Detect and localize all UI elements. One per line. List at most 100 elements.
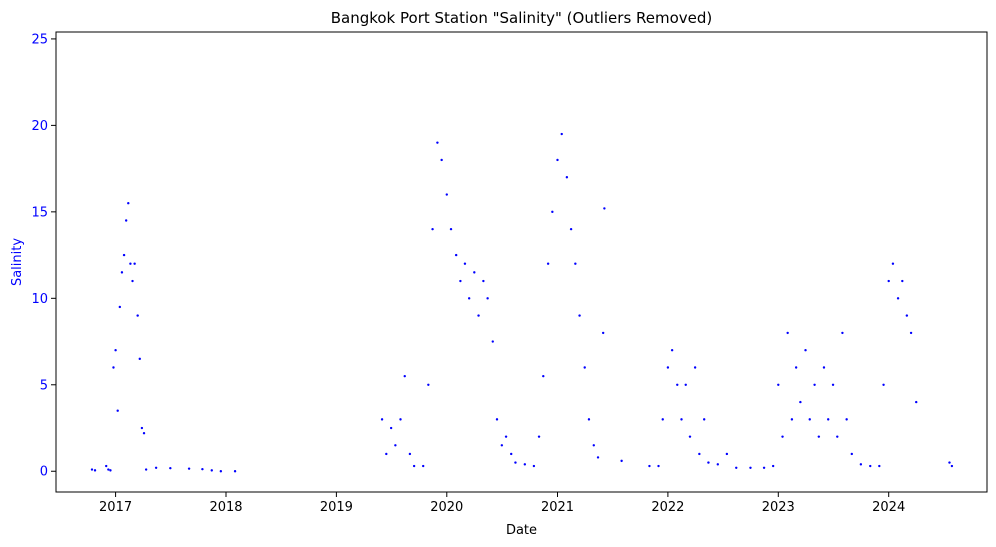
x-tick-label: 2018 — [209, 500, 242, 515]
data-point — [408, 452, 412, 456]
data-point — [707, 461, 710, 464]
data-point — [427, 383, 430, 386]
data-point — [116, 409, 119, 412]
data-point — [845, 418, 848, 421]
data-point — [822, 366, 826, 369]
data-point — [114, 349, 117, 352]
data-point — [693, 366, 697, 369]
data-point — [486, 297, 489, 300]
data-point — [887, 279, 890, 283]
data-point — [532, 464, 536, 468]
data-point — [670, 349, 674, 352]
x-axis: 2017 2018 2019 2020 2021 2022 2023 2024 — [99, 492, 905, 515]
data-point — [915, 400, 918, 404]
data-point — [482, 279, 485, 283]
data-point — [138, 357, 141, 361]
data-point — [412, 464, 416, 468]
data-point — [661, 418, 664, 421]
data-point — [680, 418, 683, 421]
data-point — [950, 464, 954, 468]
data-point — [565, 176, 569, 179]
data-point — [105, 464, 108, 468]
data-point — [233, 470, 237, 473]
x-tick-label: 2021 — [541, 500, 574, 515]
data-point — [905, 314, 909, 317]
x-tick-label: 2024 — [872, 500, 905, 515]
chart-title: Bangkok Port Station "Salinity" (Outlier… — [331, 9, 713, 27]
data-point — [688, 435, 692, 438]
data-point — [136, 314, 139, 317]
data-point — [403, 374, 406, 378]
data-point — [836, 435, 839, 438]
data-point — [459, 279, 462, 283]
data-point — [445, 193, 448, 196]
data-point — [901, 279, 904, 283]
data-point — [648, 464, 651, 468]
data-point — [187, 467, 191, 470]
data-point — [596, 456, 600, 459]
data-point — [551, 210, 554, 214]
data-point — [666, 366, 670, 369]
data-point — [777, 383, 780, 386]
data-point — [676, 383, 679, 386]
data-point — [794, 366, 798, 369]
y-tick-label: 0 — [40, 465, 48, 480]
data-point — [878, 464, 881, 468]
data-point — [90, 468, 94, 471]
y-tick-label: 25 — [31, 32, 48, 47]
data-point — [790, 418, 794, 421]
data-point — [841, 331, 844, 335]
data-point — [477, 314, 480, 317]
data-point — [542, 374, 545, 378]
data-point — [817, 435, 821, 438]
data-point — [560, 132, 563, 136]
data-point — [569, 227, 573, 231]
y-axis-label: Salinity — [10, 238, 25, 286]
data-point — [592, 444, 595, 447]
data-point — [210, 469, 213, 472]
data-point — [620, 459, 623, 463]
data-point — [140, 426, 144, 430]
data-point — [578, 314, 581, 317]
data-point — [813, 383, 816, 386]
x-tick-label: 2019 — [320, 500, 353, 515]
data-point — [454, 253, 458, 257]
data-point — [859, 463, 863, 466]
data-point — [850, 452, 853, 456]
data-point — [808, 418, 811, 421]
data-point — [799, 400, 802, 404]
data-point — [431, 227, 434, 231]
data-point — [601, 331, 605, 335]
data-point — [500, 444, 504, 447]
data-point — [657, 464, 660, 468]
data-point — [385, 452, 388, 456]
data-point — [698, 452, 701, 456]
data-point — [510, 452, 513, 456]
y-tick-label: 15 — [31, 205, 48, 220]
data-point — [504, 435, 508, 438]
data-point — [909, 331, 913, 335]
data-point — [896, 297, 900, 300]
data-point — [702, 418, 706, 421]
data-point — [603, 207, 606, 210]
data-point — [574, 262, 577, 265]
data-point — [201, 467, 204, 471]
data-point — [120, 271, 124, 274]
points-layer — [90, 132, 954, 473]
data-point — [537, 435, 541, 438]
data-point — [440, 158, 443, 162]
data-point — [771, 464, 775, 468]
data-point — [449, 227, 453, 231]
data-point — [882, 383, 885, 386]
data-point — [133, 262, 136, 265]
data-point — [781, 435, 784, 438]
data-point — [389, 426, 393, 430]
y-tick-label: 5 — [40, 378, 48, 393]
data-point — [394, 444, 397, 447]
plot-frame — [55, 31, 988, 493]
data-point — [219, 470, 223, 473]
y-axis: 0 5 10 15 20 25 — [31, 32, 56, 480]
data-point — [523, 463, 527, 466]
data-point — [869, 464, 872, 468]
